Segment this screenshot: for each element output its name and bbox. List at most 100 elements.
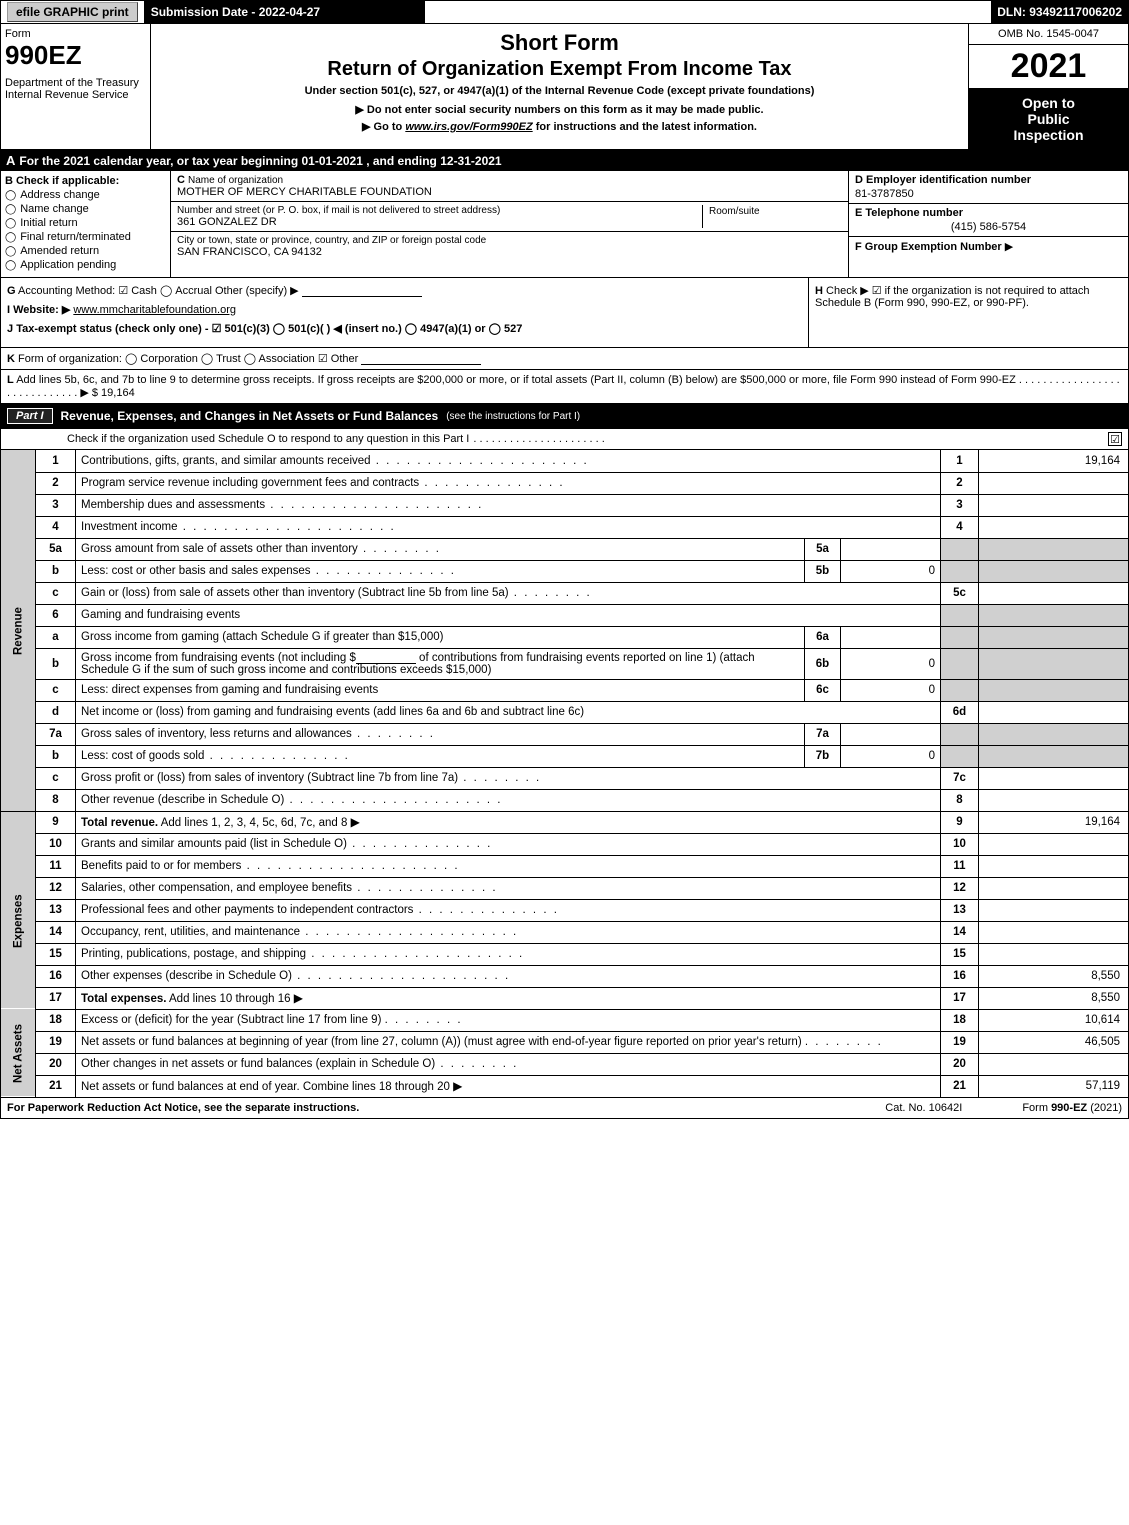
l20-v [979, 1053, 1129, 1075]
footer-right: Form 990-EZ (2021) [1022, 1102, 1122, 1114]
col-b: B Check if applicable: Address change Na… [1, 171, 171, 277]
b-head: Check if applicable: [16, 175, 119, 187]
row-k: K Form of organization: ◯ Corporation ◯ … [0, 348, 1129, 370]
g-other-fill[interactable] [302, 285, 422, 297]
side-revenue: Revenue [1, 450, 36, 811]
l21-v: 57,119 [979, 1075, 1129, 1097]
l5b-n: b [36, 560, 76, 582]
l5c-n: c [36, 582, 76, 604]
l6c-sv: 0 [841, 679, 941, 701]
footer-mid: Cat. No. 10642I [885, 1102, 962, 1114]
letter-k: K [7, 353, 15, 365]
irs-link[interactable]: www.irs.gov/Form990EZ [405, 121, 532, 133]
l8-n: 8 [36, 789, 76, 811]
l7c-v [979, 767, 1129, 789]
l7b-sv: 0 [841, 745, 941, 767]
l11-n: 11 [36, 855, 76, 877]
letter-l: L [7, 374, 14, 386]
row-gh: G Accounting Method: Cash Accrual Other … [0, 278, 1129, 348]
l18-n: 18 [36, 1009, 76, 1031]
l4-v [979, 516, 1129, 538]
chk-address-change[interactable]: Address change [5, 189, 166, 201]
l6d-t: Net income or (loss) from gaming and fun… [76, 701, 941, 723]
l11-t: Benefits paid to or for members [81, 860, 460, 872]
l6b-t1: Gross income from fundraising events (no… [81, 652, 356, 664]
l7c-t: Gross profit or (loss) from sales of inv… [81, 772, 541, 784]
l16-v: 8,550 [979, 965, 1129, 987]
ein: 81-3787850 [855, 188, 1122, 200]
l21-t: Net assets or fund balances at end of ye… [81, 1081, 450, 1093]
subtitle: Under section 501(c), 527, or 4947(a)(1)… [159, 85, 960, 97]
k-other-fill[interactable] [361, 353, 481, 365]
side-netassets: Net Assets [1, 1009, 36, 1097]
website-link[interactable]: www.mmcharitablefoundation.org [73, 304, 236, 316]
l14-n: 14 [36, 921, 76, 943]
part1-checkbox[interactable]: ☑ [1108, 432, 1122, 446]
l13-v [979, 899, 1129, 921]
l3-n: 3 [36, 494, 76, 516]
l2-v [979, 472, 1129, 494]
col-def: D Employer identification number 81-3787… [848, 171, 1128, 277]
l6d-n: d [36, 701, 76, 723]
l13-n: 13 [36, 899, 76, 921]
l7a-sv [841, 723, 941, 745]
telephone: (415) 586-5754 [855, 219, 1122, 233]
l18-v: 10,614 [979, 1009, 1129, 1031]
efile-btn[interactable]: efile GRAPHIC print [7, 2, 138, 22]
city: SAN FRANCISCO, CA 94132 [177, 246, 842, 258]
form-table: Revenue 1 Contributions, gifts, grants, … [0, 450, 1129, 1098]
l6b-fill[interactable] [356, 652, 416, 664]
col-c: C Name of organization MOTHER OF MERCY C… [171, 171, 848, 277]
l11-r: 11 [941, 855, 979, 877]
c-name-label: Name of organization [188, 175, 283, 186]
l9-t: Add lines 1, 2, 3, 4, 5c, 6d, 7c, and 8 [161, 817, 348, 829]
header-right: OMB No. 1545-0047 2021 Open to Public In… [968, 24, 1128, 149]
l5b-sv: 0 [841, 560, 941, 582]
l19-n: 19 [36, 1031, 76, 1053]
l14-r: 14 [941, 921, 979, 943]
g-cash[interactable]: Cash [118, 285, 157, 297]
l15-r: 15 [941, 943, 979, 965]
row-a-text: For the 2021 calendar year, or tax year … [19, 154, 501, 168]
chk-application-pending[interactable]: Application pending [5, 259, 166, 271]
l7a-sn: 7a [805, 723, 841, 745]
topbar: efile GRAPHIC print Submission Date - 20… [0, 0, 1129, 24]
l6a-t: Gross income from gaming (attach Schedul… [76, 626, 805, 648]
sub3-post: for instructions and the latest informat… [533, 121, 757, 133]
main-title: Return of Organization Exempt From Incom… [159, 58, 960, 81]
efile-print-button[interactable]: efile GRAPHIC print [1, 1, 145, 23]
l6c-n: c [36, 679, 76, 701]
l5b-sn: 5b [805, 560, 841, 582]
l6c-t: Less: direct expenses from gaming and fu… [76, 679, 805, 701]
g-other[interactable]: Other (specify) ▶ [215, 285, 299, 297]
col-g: G Accounting Method: Cash Accrual Other … [1, 278, 808, 347]
l7a-n: 7a [36, 723, 76, 745]
l1-t: Contributions, gifts, grants, and simila… [81, 455, 589, 467]
l3-r: 3 [941, 494, 979, 516]
letter-g: G [7, 285, 16, 297]
chk-initial-return[interactable]: Initial return [5, 217, 166, 229]
e-label: Telephone number [865, 207, 963, 219]
l16-n: 16 [36, 965, 76, 987]
l15-n: 15 [36, 943, 76, 965]
letter-f: F [855, 241, 862, 253]
l5a-t: Gross amount from sale of assets other t… [81, 543, 441, 555]
l8-r: 8 [941, 789, 979, 811]
l6a-sv [841, 626, 941, 648]
l16-r: 16 [941, 965, 979, 987]
letter-e: E [855, 207, 862, 219]
l12-t: Salaries, other compensation, and employ… [81, 882, 498, 894]
j-text: Tax-exempt status (check only one) - ☑ 5… [16, 323, 522, 335]
chk-amended-return[interactable]: Amended return [5, 245, 166, 257]
footer-left: For Paperwork Reduction Act Notice, see … [7, 1102, 359, 1114]
chk-name-change[interactable]: Name change [5, 203, 166, 215]
l6b-sn: 6b [805, 648, 841, 679]
l7b-n: b [36, 745, 76, 767]
letter-i: I [7, 304, 10, 316]
col-h: H Check ▶ ☑ if the organization is not r… [808, 278, 1128, 347]
chk-final-return[interactable]: Final return/terminated [5, 231, 166, 243]
l13-t: Professional fees and other payments to … [81, 904, 559, 916]
g-accrual[interactable]: Accrual [160, 285, 212, 297]
g-label: Accounting Method: [18, 285, 115, 297]
l6d-r: 6d [941, 701, 979, 723]
